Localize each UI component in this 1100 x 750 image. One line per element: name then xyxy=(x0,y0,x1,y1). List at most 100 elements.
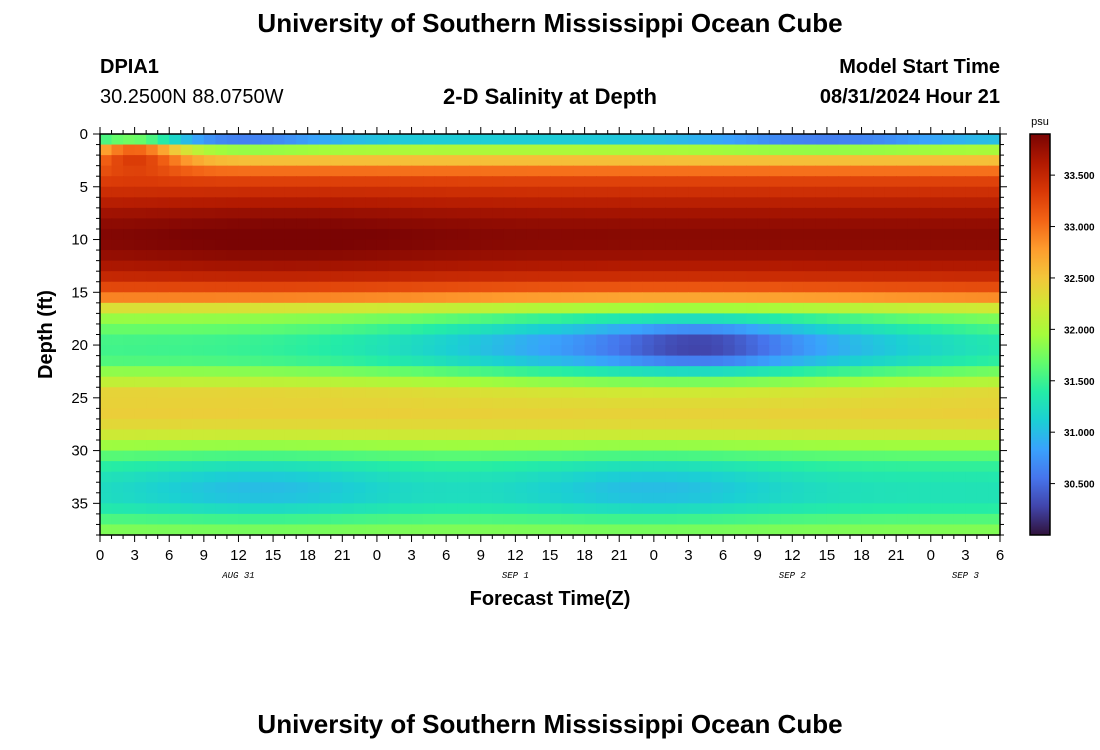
heat-cell xyxy=(423,176,436,188)
heat-cell xyxy=(157,492,170,504)
heat-cell xyxy=(688,144,701,156)
heat-cell xyxy=(976,440,990,452)
heat-cell xyxy=(192,397,205,409)
heat-cell xyxy=(180,461,193,473)
heat-cell xyxy=(607,440,620,452)
heat-cell xyxy=(619,461,632,473)
heat-cell xyxy=(953,292,966,304)
heat-cell xyxy=(492,408,505,420)
heat-cell xyxy=(469,239,482,251)
heat-cell xyxy=(953,323,966,336)
heat-cell xyxy=(953,440,966,452)
heat-cell xyxy=(734,492,747,504)
heat-cell xyxy=(630,440,643,452)
heat-cell xyxy=(942,323,955,336)
heat-cell xyxy=(850,197,863,209)
heat-cell xyxy=(353,228,366,241)
heat-cell xyxy=(446,387,459,399)
heat-cell xyxy=(976,250,990,262)
heat-cell xyxy=(803,165,816,177)
heat-cell xyxy=(700,313,713,325)
heat-cell xyxy=(757,323,770,336)
heat-cell xyxy=(261,376,274,388)
heat-cell xyxy=(469,524,482,536)
heat-cell xyxy=(584,292,597,304)
heat-cell xyxy=(676,144,690,156)
heat-cell xyxy=(642,155,655,167)
heat-cell xyxy=(157,355,170,367)
heat-cell xyxy=(965,429,978,441)
heat-cell xyxy=(573,260,586,272)
heat-cell xyxy=(365,302,378,314)
heat-cell xyxy=(676,471,690,483)
heat-cell xyxy=(457,492,470,504)
heat-cell xyxy=(503,302,516,314)
heat-cell xyxy=(503,271,516,283)
heat-cell xyxy=(261,440,274,452)
heat-cell xyxy=(353,376,366,388)
heat-cell xyxy=(319,482,332,494)
heat-cell xyxy=(515,260,528,272)
heat-cell xyxy=(642,408,655,420)
heat-cell xyxy=(192,524,205,536)
heat-cell xyxy=(203,292,216,304)
heat-cell xyxy=(100,461,113,473)
heat-cell xyxy=(584,482,597,494)
heat-cell xyxy=(976,397,990,409)
heat-cell xyxy=(746,144,759,156)
heat-cell xyxy=(826,302,840,314)
heat-cell xyxy=(365,503,378,515)
heat-cell xyxy=(273,239,286,251)
heat-cell xyxy=(792,482,805,494)
heat-cell xyxy=(388,302,401,314)
heat-cell xyxy=(561,323,574,336)
heat-cell xyxy=(688,440,701,452)
heat-cell xyxy=(769,440,782,452)
heat-cell xyxy=(180,197,193,209)
heat-cell xyxy=(353,524,366,536)
heat-cell xyxy=(676,186,690,198)
heat-cell xyxy=(226,197,240,209)
heat-cell xyxy=(434,292,447,304)
heat-cell xyxy=(157,482,170,494)
heat-cell xyxy=(734,144,747,156)
heat-cell xyxy=(434,302,447,314)
heat-cell xyxy=(850,228,863,241)
heat-cell xyxy=(157,503,170,515)
heat-cell xyxy=(596,155,609,167)
heat-cell xyxy=(861,228,874,241)
heat-cell xyxy=(734,513,747,526)
heat-cell xyxy=(446,440,459,452)
heat-cell xyxy=(100,450,113,462)
heat-cell xyxy=(480,176,493,188)
heat-cell xyxy=(480,313,493,325)
heat-cell xyxy=(896,513,909,526)
heat-cell xyxy=(480,239,493,251)
heat-cell xyxy=(261,250,274,262)
heat-cell xyxy=(711,260,724,272)
heat-cell xyxy=(503,334,516,346)
heat-cell xyxy=(434,376,447,388)
heat-cell xyxy=(907,429,920,441)
heat-cell xyxy=(307,186,320,198)
heat-cell xyxy=(896,345,909,357)
heat-cell xyxy=(180,313,193,325)
heat-cell xyxy=(134,176,147,188)
heat-cell xyxy=(250,471,263,483)
heat-cell xyxy=(180,482,193,494)
heat-cell xyxy=(734,260,747,272)
heat-cell xyxy=(965,323,978,336)
heat-cell xyxy=(976,165,990,177)
heat-cell xyxy=(700,302,713,314)
heat-cell xyxy=(769,292,782,304)
heat-cell xyxy=(169,471,182,483)
heat-cell xyxy=(942,155,955,167)
heat-cell xyxy=(757,165,770,177)
heat-cell xyxy=(111,144,124,156)
heat-cell xyxy=(446,186,459,198)
heat-cell xyxy=(296,250,309,262)
heat-cell xyxy=(457,450,470,462)
heat-cell xyxy=(723,387,736,399)
heat-cell xyxy=(538,429,551,441)
heat-cell xyxy=(919,292,932,304)
